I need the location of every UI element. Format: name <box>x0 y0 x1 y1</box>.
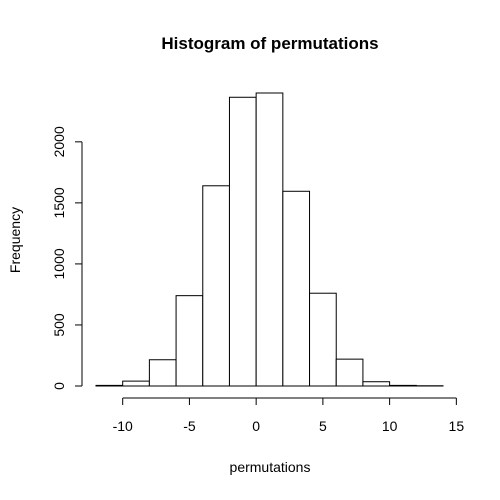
y-axis: 0 500 1000 1500 2000 <box>51 126 83 390</box>
histogram-bar <box>228 96 257 387</box>
y-tick-label: 1000 <box>51 248 67 279</box>
histogram-bar <box>202 185 230 387</box>
histogram-bar <box>122 380 150 387</box>
x-tick-label: 15 <box>449 418 465 434</box>
x-tick-label: 0 <box>252 418 260 434</box>
y-tick-label: 2000 <box>51 126 67 157</box>
histogram-bar <box>282 190 311 387</box>
x-axis: -10 -5 0 5 10 15 <box>113 397 465 434</box>
x-tick-label: -5 <box>183 418 196 434</box>
y-tick-label: 500 <box>51 313 67 337</box>
histogram-bar <box>362 381 391 387</box>
x-tick-label: 10 <box>382 418 398 434</box>
x-tick-label: 5 <box>319 418 327 434</box>
histogram-bar <box>389 384 417 387</box>
histogram-bar <box>175 295 204 387</box>
x-axis-label: permutations <box>230 459 311 475</box>
x-tick-label: -10 <box>113 418 133 434</box>
histogram-bars <box>95 92 444 387</box>
chart-title: Histogram of permutations <box>161 34 378 53</box>
y-tick-label: 1500 <box>51 187 67 218</box>
histogram-bar <box>335 358 364 387</box>
y-tick-label: 0 <box>51 382 67 390</box>
y-axis-label: Frequency <box>7 207 23 273</box>
histogram-bar <box>255 92 284 387</box>
histogram-bar <box>309 292 337 387</box>
histogram-bar <box>95 384 124 387</box>
histogram-bar <box>148 359 177 387</box>
